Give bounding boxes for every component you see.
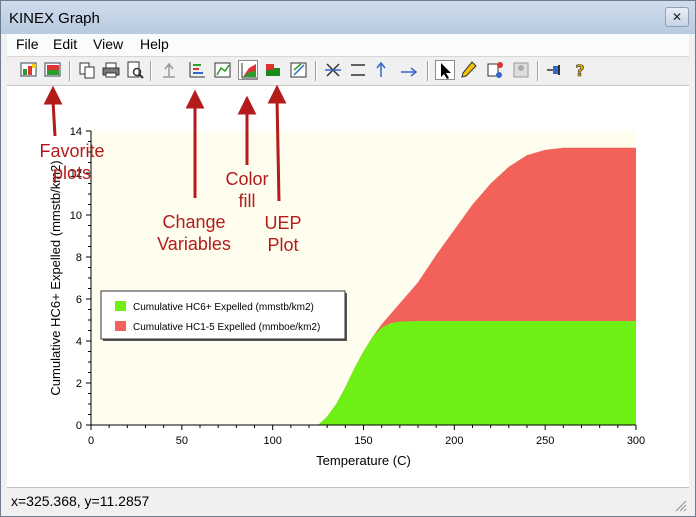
annotation-color-fill-text: Color fill [225,169,269,211]
image-button[interactable] [511,60,531,80]
pointer-icon [441,63,451,79]
pin-button[interactable] [545,60,565,80]
image-icon [513,62,529,78]
move-up-button[interactable] [371,60,391,80]
y-axis-label: Cumulative HC6+ Expelled (mmstb/km2) [48,160,63,395]
arrow-head-icon [185,89,205,109]
help-button[interactable]: ? [570,60,590,80]
menu-file[interactable]: File [16,36,39,52]
resize-grip-icon[interactable] [673,498,687,512]
legend-entry: Cumulative HC6+ Expelled (mmstb/km2) [133,302,314,313]
arrow-right-icon [401,67,418,77]
legend-swatch [115,301,126,311]
horizontal-lines-icon [351,64,365,76]
printer-icon [102,62,120,78]
annotation-change-variables: Change Variables [149,211,239,255]
horizontal-lines-button[interactable] [348,60,368,80]
x-tick-label: 300 [627,435,645,447]
legend-box [100,290,346,340]
pencil-icon [461,61,477,78]
y-tick-label: 10 [70,210,82,222]
y-tick-label: 6 [76,294,82,306]
arrow-head-icon [237,95,257,115]
area-series-1 [91,321,636,425]
export-button[interactable] [159,60,179,80]
axes-button[interactable] [213,60,233,80]
x-tick-label: 250 [536,435,554,447]
x-tick-label: 50 [176,435,188,447]
svg-text:?: ? [575,61,584,80]
menu-bar: File Edit View Help [7,34,689,57]
copy-button[interactable] [77,60,97,80]
color-fill-button[interactable] [238,60,258,80]
y-tick-label: 0 [76,420,82,432]
graph-area[interactable]: 0 50 100 150 200 250 300 0 2 4 6 8 10 12 14 Temperatur… [7,86,689,487]
x-axis-label: Temperature (C) [316,453,411,468]
copy-icon [79,62,95,79]
print-preview-button[interactable] [125,60,145,80]
print-button[interactable] [101,60,121,80]
color-picker-icon [487,62,503,78]
zoom-out-button[interactable] [323,60,343,80]
arrow-head-icon [267,84,287,104]
chart: 0 50 100 150 200 250 300 0 2 4 6 8 10 12 14 Temperatur… [48,126,645,468]
y-tick-label: 4 [76,336,82,348]
annotation-uep-plot-text: UEP Plot [264,213,302,255]
favorite-plot-icon [44,62,61,77]
y-tick-label: 14 [70,126,82,138]
y-tick-label: 12 [70,168,82,180]
change-variables-button[interactable] [187,60,207,80]
pin-icon [547,65,560,75]
annotation-favorite-plots: Favorite plots [17,140,127,184]
favorite-plot-icon [20,62,37,77]
legend-swatch [115,321,126,331]
x-tick-label: 200 [445,435,463,447]
cursor-coordinates: x=325.368, y=11.2857 [11,493,150,509]
pencil-button[interactable] [459,60,479,80]
plot-style-button[interactable] [289,60,309,80]
arrow-head-icon [43,85,63,105]
annotation-favorite-text: Favorite plots [39,141,105,183]
arrow-up-icon [376,61,386,77]
y-tick-label: 2 [76,378,82,390]
legend: Cumulative HC6+ Expelled (mmstb/km2) Cumu… [100,290,347,341]
annotation-change-variables-text: Change Variables [157,212,231,254]
annotation-color-fill: Color fill [217,168,277,212]
x-tick-label: 0 [88,435,94,447]
print-preview-icon [127,61,144,79]
menu-help[interactable]: Help [140,36,169,52]
annotation-uep-plot: UEP Plot [257,212,309,256]
help-question-icon: ? [575,61,585,80]
axes-icon [214,62,231,78]
select-pointer-button[interactable] [435,60,455,80]
window-title: KINEX Graph [9,10,100,27]
favorite-plot-2-button[interactable] [43,60,63,80]
plot-style-icon [290,62,307,78]
x-tick-label: 100 [263,435,281,447]
move-right-button[interactable] [399,60,419,80]
close-button[interactable]: ✕ [665,7,689,27]
legend-entry: Cumulative HC1-5 Expelled (mmboe/km2) [133,322,320,333]
menu-view[interactable]: View [93,36,124,52]
status-bar: x=325.368, y=11.2857 [7,487,689,514]
color-fill-icon [241,63,257,79]
uep-plot-icon [266,64,280,76]
export-arrow-icon [163,62,175,78]
change-variables-icon [189,62,205,78]
y-tick-label: 8 [76,252,82,264]
x-tick-label: 150 [354,435,372,447]
menu-edit[interactable]: Edit [53,36,78,52]
title-bar: KINEX Graph ✕ [1,1,695,34]
color-picker-button[interactable] [485,60,505,80]
crossed-arrows-icon [325,63,341,77]
toolbar: ? [7,57,689,86]
favorite-plot-1-button[interactable] [19,60,39,80]
uep-plot-button[interactable] [263,60,283,80]
